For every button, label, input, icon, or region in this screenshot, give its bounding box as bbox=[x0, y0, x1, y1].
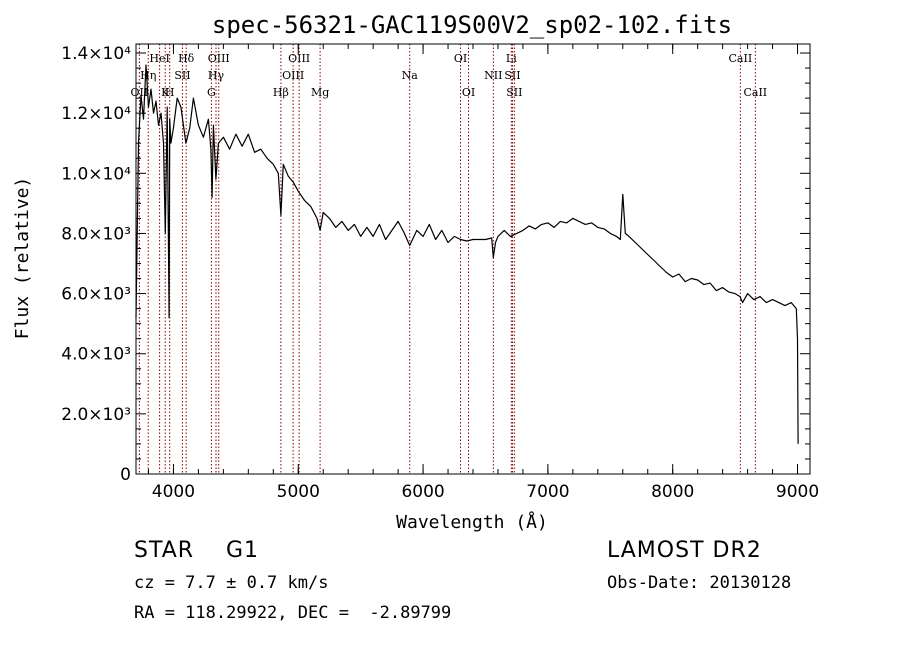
x-axis-label: Wavelength (Å) bbox=[396, 511, 548, 533]
y-tick-label-4: 8.0×10³ bbox=[61, 224, 131, 244]
y-axis-label: Flux (relative) bbox=[12, 177, 33, 340]
x-tick-label-4: 8000 bbox=[651, 482, 694, 502]
marker-label-13: Mg bbox=[311, 86, 329, 99]
marker-label-11: OIII bbox=[282, 69, 304, 82]
marker-label-6: Hδ bbox=[178, 52, 195, 65]
marker-label-19: SII bbox=[504, 69, 520, 82]
marker-label-1: Hη bbox=[140, 69, 156, 82]
survey-name: LAMOST DR2 bbox=[607, 538, 762, 563]
marker-label-8: Hγ bbox=[208, 69, 225, 82]
x-axis: 4000 5000 6000 7000 8000 9000 bbox=[147, 44, 819, 502]
x-tick-label-3: 7000 bbox=[526, 482, 569, 502]
marker-label-0: OII bbox=[131, 86, 149, 99]
marker-label-4: H bbox=[165, 86, 175, 99]
x-tick-label-0: 4000 bbox=[152, 482, 195, 502]
marker-label-9: OIII bbox=[208, 52, 230, 65]
spectrum-series bbox=[135, 64, 799, 444]
marker-label-2: HeI bbox=[149, 52, 169, 65]
marker-label-14: Na bbox=[402, 69, 419, 82]
y-tick-label-3: 6.0×10³ bbox=[61, 285, 131, 305]
x-tick-label-5: 9000 bbox=[776, 482, 819, 502]
y-tick-label-0: 0 bbox=[120, 465, 131, 485]
x-tick-label-1: 5000 bbox=[277, 482, 320, 502]
y-axis: 0 2.0×10³ 4.0×10³ 6.0×10³ 8.0×10³ 1.0×10⁴ 1.2×… bbox=[61, 44, 810, 485]
marker-label-21: CaII bbox=[729, 52, 753, 65]
y-tick-label-2: 4.0×10³ bbox=[61, 345, 131, 365]
marker-label-17: NII bbox=[484, 69, 502, 82]
chart-title: spec-56321-GAC119S00V2_sp02-102.fits bbox=[212, 11, 732, 39]
emission-line-markers: OII Hη HeI KH SII Hδ G Hγ OIII Hβ OIII OIII Mg Na OI OI… bbox=[131, 44, 767, 474]
marker-label-15: OI bbox=[454, 52, 467, 65]
marker-label-12: OIII bbox=[288, 52, 310, 65]
redshift-velocity: cz = 7.7 ± 0.7 km/s bbox=[134, 573, 329, 593]
coordinates: RA = 118.29922, DEC = -2.89799 bbox=[134, 603, 452, 623]
y-tick-label-1: 2.0×10³ bbox=[61, 405, 131, 425]
y-tick-label-6: 1.2×10⁴ bbox=[61, 104, 131, 124]
plot-frame bbox=[135, 43, 811, 475]
y-tick-label-7: 1.4×10⁴ bbox=[61, 44, 131, 64]
marker-label-22: CaII bbox=[743, 86, 767, 99]
marker-label-20: SII bbox=[506, 86, 522, 99]
marker-label-5: SII bbox=[174, 69, 190, 82]
marker-label-3: K bbox=[161, 86, 170, 99]
marker-label-16: OI bbox=[462, 86, 475, 99]
y-tick-label-5: 1.0×10⁴ bbox=[61, 164, 131, 184]
marker-label-7: G bbox=[207, 86, 216, 99]
x-tick-label-2: 6000 bbox=[401, 482, 444, 502]
object-class: STAR G1 bbox=[134, 538, 260, 563]
marker-label-10: Hβ bbox=[273, 86, 289, 99]
observation-date: Obs-Date: 20130128 bbox=[607, 573, 792, 593]
marker-label-18: Li bbox=[506, 52, 517, 65]
spectrum-line-0 bbox=[135, 64, 799, 444]
